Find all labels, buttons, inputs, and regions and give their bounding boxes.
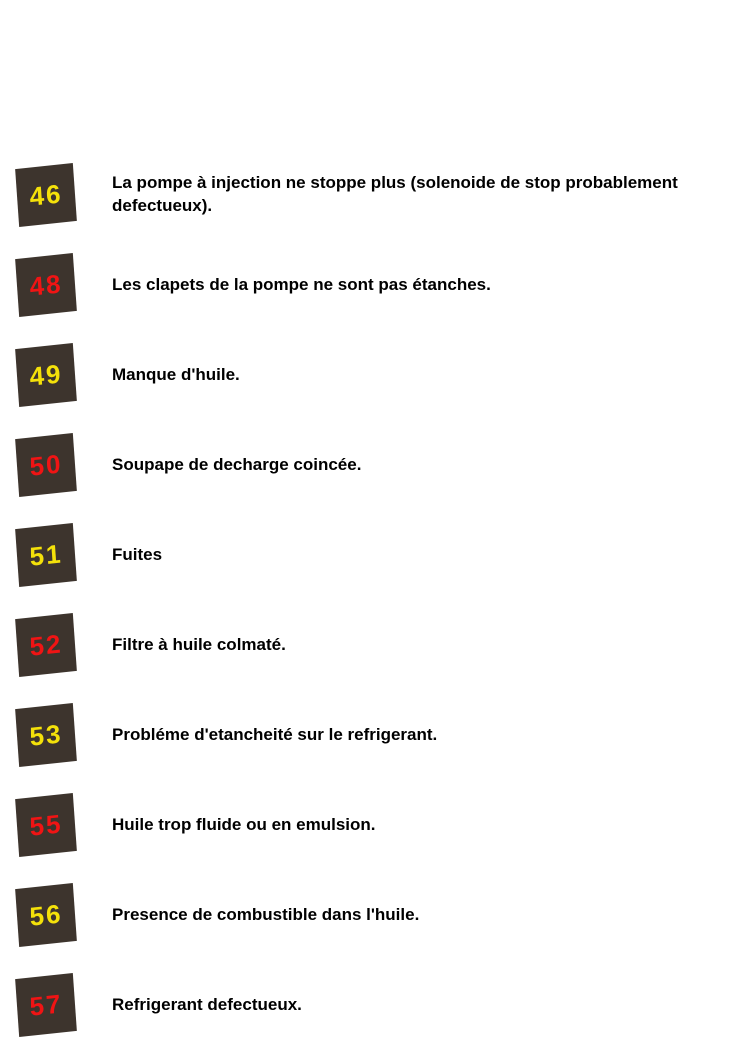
- list-item: 53Probléme d'etancheité sur le refrigera…: [0, 690, 744, 780]
- badge-wrap: 52: [10, 616, 82, 674]
- list-item: 51Fuites: [0, 510, 744, 600]
- fault-code-badge: 49: [15, 343, 77, 407]
- fault-description: Filtre à huile colmaté.: [82, 634, 326, 657]
- fault-description: Refrigerant defectueux.: [82, 994, 342, 1017]
- fault-description: Fuites: [82, 544, 202, 567]
- badge-wrap: 57: [10, 976, 82, 1034]
- fault-code-badge: 55: [15, 793, 77, 857]
- fault-description: Huile trop fluide ou en emulsion.: [82, 814, 416, 837]
- badge-wrap: 53: [10, 706, 82, 764]
- fault-code-badge: 46: [15, 163, 77, 227]
- fault-code-badge: 51: [15, 523, 77, 587]
- fault-description: Manque d'huile.: [82, 364, 280, 387]
- list-item: 56Presence de combustible dans l'huile.: [0, 870, 744, 960]
- fault-code-badge: 56: [15, 883, 77, 947]
- badge-wrap: 51: [10, 526, 82, 584]
- fault-description: La pompe à injection ne stoppe plus (sol…: [82, 172, 744, 218]
- list-item: 48Les clapets de la pompe ne sont pas ét…: [0, 240, 744, 330]
- list-item: 46La pompe à injection ne stoppe plus (s…: [0, 150, 744, 240]
- fault-description: Les clapets de la pompe ne sont pas étan…: [82, 274, 531, 297]
- fault-code-badge: 52: [15, 613, 77, 677]
- list-item: 55Huile trop fluide ou en emulsion.: [0, 780, 744, 870]
- badge-wrap: 46: [10, 166, 82, 224]
- fault-code-badge: 48: [15, 253, 77, 317]
- badge-wrap: 49: [10, 346, 82, 404]
- list-item: 49Manque d'huile.: [0, 330, 744, 420]
- fault-description: Soupape de decharge coincée.: [82, 454, 401, 477]
- fault-code-badge: 50: [15, 433, 77, 497]
- list-item: 50Soupape de decharge coincée.: [0, 420, 744, 510]
- list-item: 52Filtre à huile colmaté.: [0, 600, 744, 690]
- fault-code-list: 46La pompe à injection ne stoppe plus (s…: [0, 150, 744, 1050]
- fault-description: Presence de combustible dans l'huile.: [82, 904, 459, 927]
- badge-wrap: 55: [10, 796, 82, 854]
- badge-wrap: 48: [10, 256, 82, 314]
- fault-description: Probléme d'etancheité sur le refrigerant…: [82, 724, 477, 747]
- fault-code-badge: 53: [15, 703, 77, 767]
- list-item: 57Refrigerant defectueux.: [0, 960, 744, 1050]
- fault-code-badge: 57: [15, 973, 77, 1037]
- badge-wrap: 50: [10, 436, 82, 494]
- badge-wrap: 56: [10, 886, 82, 944]
